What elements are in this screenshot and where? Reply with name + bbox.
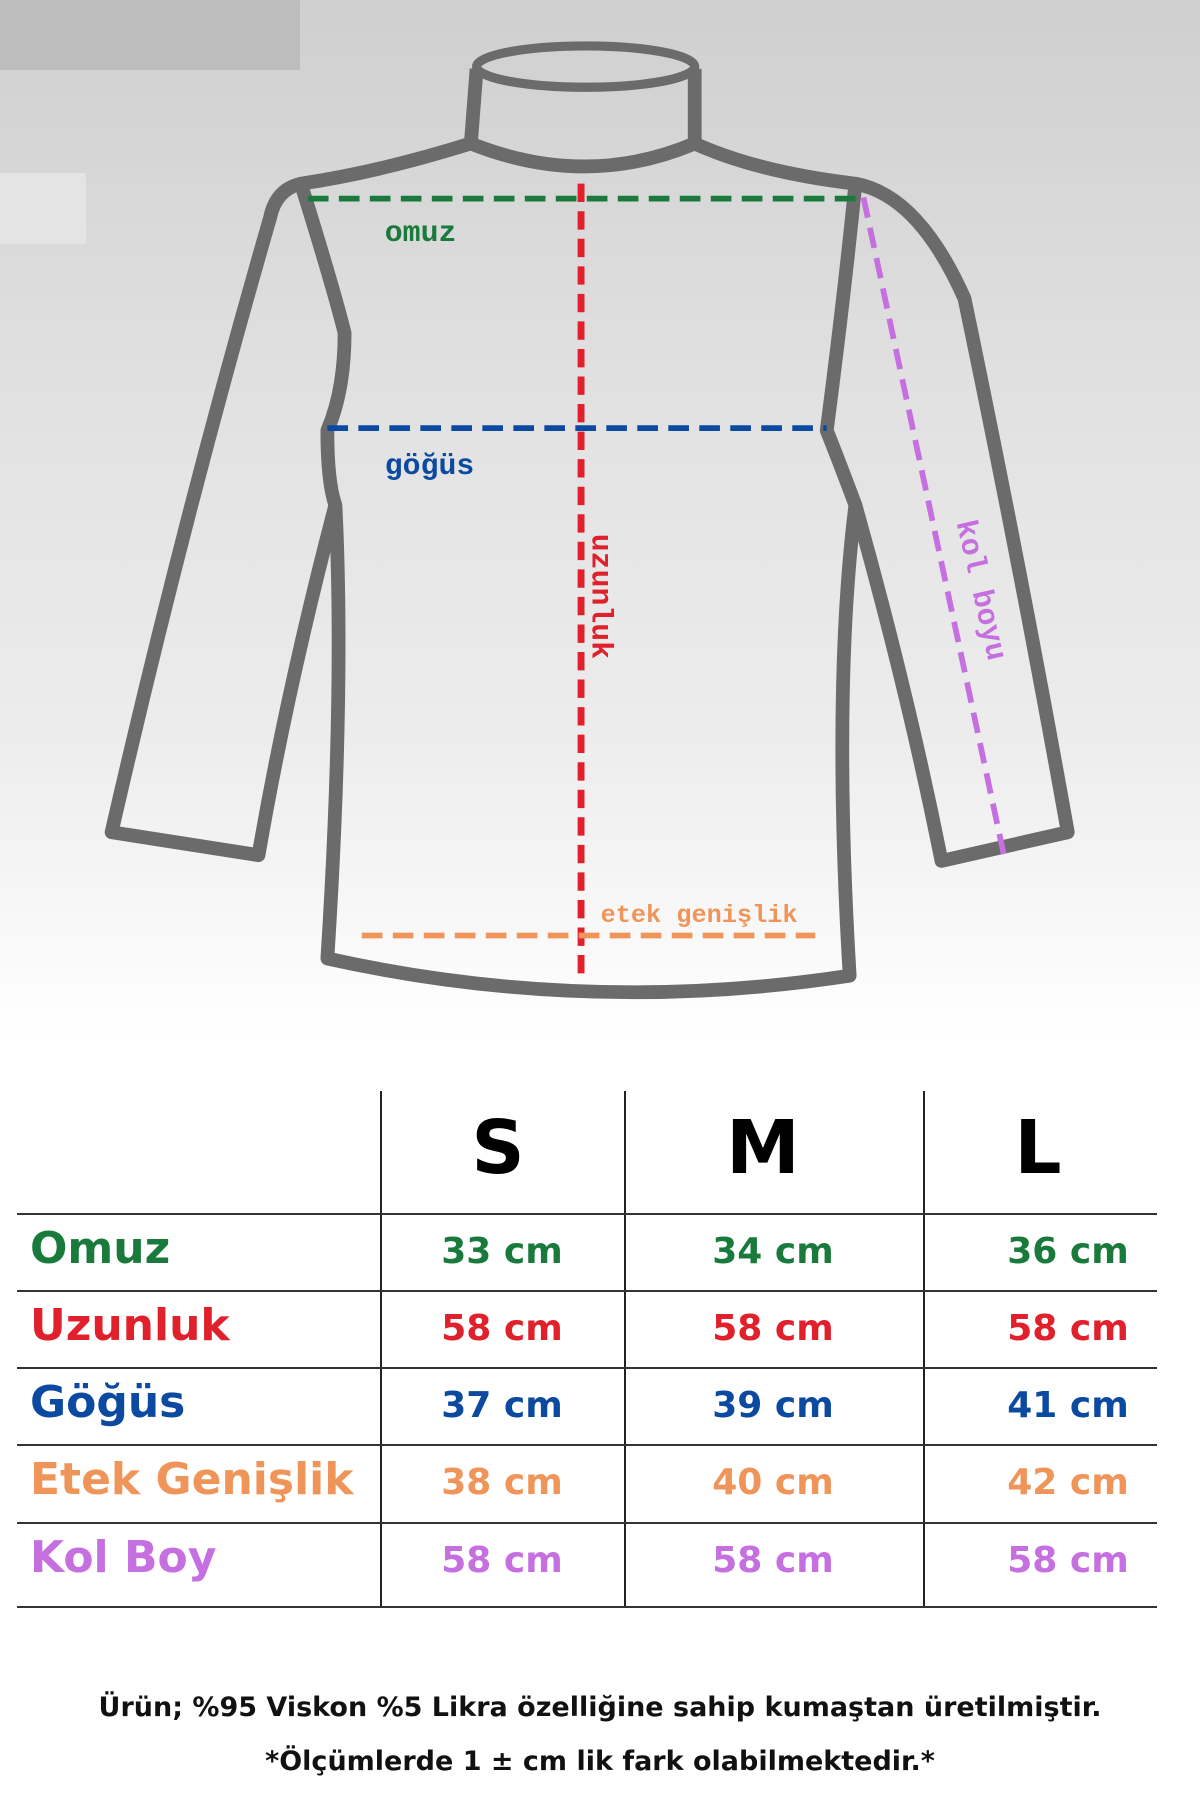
measurement-cell: 58 cm <box>441 1540 563 1581</box>
divider <box>17 1522 1157 1524</box>
etek-label: etek genişlik <box>601 901 798 930</box>
divider <box>17 1213 1157 1215</box>
shirt-measurement-diagram: omuz göğüs uzunluk kol boyu etek genişli… <box>104 41 1075 1000</box>
omuz-label: omuz <box>385 216 457 250</box>
measurement-cell: 38 cm <box>441 1462 563 1503</box>
row-label: Göğüs <box>30 1377 186 1428</box>
divider <box>624 1091 626 1606</box>
fabric-note: Ürün; %95 Viskon %5 Likra özelliğine sah… <box>98 1692 1102 1723</box>
divider <box>17 1290 1157 1292</box>
measurement-cell: 33 cm <box>441 1231 563 1272</box>
divider <box>17 1444 1157 1446</box>
gray-block <box>0 0 300 70</box>
measurement-cell: 41 cm <box>1007 1385 1129 1426</box>
divider <box>923 1091 925 1606</box>
measurement-cell: 39 cm <box>712 1385 834 1426</box>
shirt-outline <box>104 41 1075 1000</box>
row-label: Etek Genişlik <box>30 1454 354 1505</box>
row-label: Kol Boy <box>30 1532 217 1583</box>
uzunluk-label: uzunluk <box>584 534 618 659</box>
illustration-background <box>0 0 1200 1040</box>
size-header-l: L <box>1014 1105 1062 1191</box>
tolerance-note: *Ölçümlerde 1 ± cm lik fark olabilmekted… <box>265 1746 935 1777</box>
measurement-cell: 58 cm <box>441 1308 563 1349</box>
gray-block <box>0 173 86 244</box>
measurement-cell: 58 cm <box>712 1540 834 1581</box>
size-header-s: S <box>471 1105 525 1191</box>
measurement-cell: 58 cm <box>1007 1540 1129 1581</box>
measurement-cell: 36 cm <box>1007 1231 1129 1272</box>
measurement-cell: 58 cm <box>712 1308 834 1349</box>
measurement-cell: 40 cm <box>712 1462 834 1503</box>
kol-boyu-line <box>860 196 1008 860</box>
row-label: Uzunluk <box>30 1300 230 1351</box>
divider <box>17 1367 1157 1369</box>
gogus-label: göğüs <box>385 449 474 483</box>
row-label: Omuz <box>30 1223 171 1274</box>
measurement-cell: 42 cm <box>1007 1462 1129 1503</box>
measurement-cell: 58 cm <box>1007 1308 1129 1349</box>
size-header-m: M <box>726 1105 800 1191</box>
measurement-cell: 34 cm <box>712 1231 834 1272</box>
divider <box>17 1606 1157 1608</box>
measurement-cell: 37 cm <box>441 1385 563 1426</box>
divider <box>380 1091 382 1606</box>
